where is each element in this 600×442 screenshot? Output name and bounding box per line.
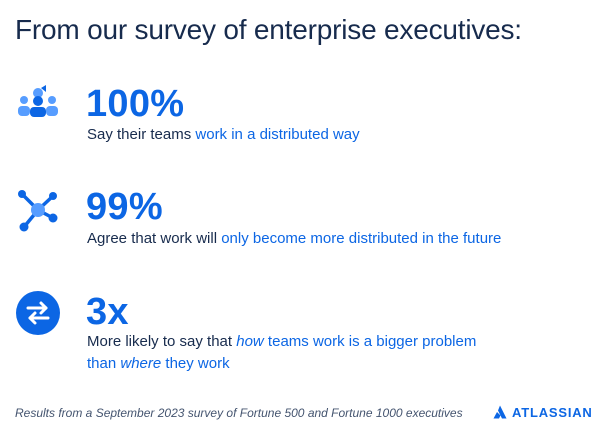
desc-highlight: work in a distributed way: [195, 126, 360, 143]
page-title: From our survey of enterprise executives…: [15, 14, 522, 45]
stat-description: Agree that work will only become more di…: [87, 228, 557, 250]
stat-value: 100%: [86, 83, 185, 125]
desc-highlight: only become more distributed in the futu…: [221, 230, 502, 247]
desc-text: Say their teams: [87, 126, 196, 143]
atlassian-mark-icon: [493, 405, 507, 419]
stat-value: 99%: [86, 186, 163, 228]
desc-highlight: teams work is a bigger problem: [263, 333, 477, 350]
stat-description: More likely to say that how teams work i…: [87, 331, 557, 375]
team-people-icon: [18, 85, 58, 117]
swap-arrows-icon: [16, 291, 60, 335]
desc-text: Agree that work will: [87, 230, 222, 247]
desc-italic-where: where: [120, 355, 162, 372]
network-nodes-icon: [18, 190, 58, 232]
brand-name: ATLASSIAN: [512, 404, 593, 420]
desc-highlight: than: [87, 355, 121, 372]
desc-text: More likely to say that: [87, 333, 237, 350]
desc-italic-how: how: [236, 333, 264, 350]
atlassian-logo: ATLASSIAN: [493, 402, 593, 422]
stat-description: Say their teams work in a distributed wa…: [87, 124, 557, 146]
footer-note: Results from a September 2023 survey of …: [15, 406, 463, 420]
stat-value: 3x: [86, 291, 129, 333]
desc-highlight: they work: [161, 355, 230, 372]
